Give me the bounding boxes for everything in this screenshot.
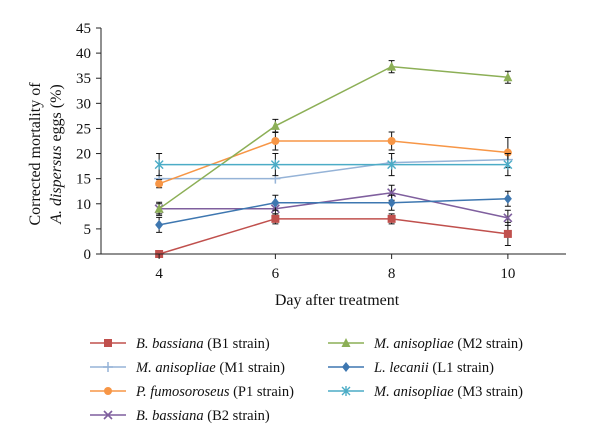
- y-tick-label: 35: [76, 71, 91, 87]
- x-tick-label: 10: [500, 266, 515, 282]
- series-line: [159, 191, 509, 219]
- data-point: [503, 72, 513, 82]
- y-tick-label: 40: [76, 46, 91, 62]
- legend-label: B. bassiana (B1 strain): [136, 336, 270, 352]
- legend: B. bassiana (B1 strain) M. anisopliae (M1…: [90, 336, 523, 424]
- data-point: [387, 197, 396, 208]
- data-point: [271, 214, 280, 223]
- legend-item: M. anisopliae (M2 strain): [328, 336, 523, 352]
- legend-item: B. bassiana (B1 strain): [90, 336, 270, 352]
- data-point: [155, 179, 164, 188]
- y-axis-title-suffix: eggs (%): [48, 84, 65, 145]
- legend-label-species: L. lecanii: [373, 360, 429, 376]
- series: [155, 213, 512, 258]
- data-point: [503, 193, 512, 204]
- legend-item: M. anisopliae (M3 strain): [328, 384, 523, 400]
- axes: 0 5 10 15 20 25 30 35 40 45 4 6 8 10: [76, 21, 566, 282]
- legend-label-strain: (M1 strain): [216, 360, 285, 376]
- y-tick-label: 0: [84, 247, 92, 263]
- plot-area: [154, 60, 513, 258]
- data-point: [503, 213, 513, 223]
- legend-swatch-marker: [342, 362, 350, 372]
- legend-label: L. lecanii (L1 strain): [373, 360, 494, 376]
- data-point: [503, 229, 512, 238]
- y-tick-label: 15: [76, 172, 91, 188]
- data-point: [387, 214, 396, 223]
- legend-swatch-marker: [104, 387, 112, 395]
- legend-label-strain: (L1 strain): [429, 360, 494, 376]
- x-axis-title: Day after treatment: [275, 292, 400, 309]
- y-tick-label: 25: [76, 121, 91, 137]
- y-tick-label: 30: [76, 96, 91, 112]
- data-point: [155, 219, 164, 230]
- legend-label-species: M. anisopliae: [373, 336, 454, 352]
- data-point: [270, 120, 280, 130]
- legend-label-species: P. fumosoroseus: [135, 384, 230, 400]
- legend-label-species: M. anisopliae: [135, 360, 216, 376]
- data-point: [154, 203, 164, 213]
- data-point: [270, 159, 280, 170]
- y-axis-title: Corrected mortality of A. dispersus eggs…: [27, 82, 65, 226]
- data-point: [154, 159, 164, 170]
- y-tick-label: 45: [76, 21, 91, 37]
- legend-item: M. anisopliae (M1 strain): [90, 360, 285, 376]
- series-line: [158, 140, 508, 185]
- series: [154, 60, 513, 216]
- legend-label-strain: (P1 strain): [229, 384, 294, 400]
- y-axis-title-line2: A. dispersus eggs (%): [48, 84, 65, 225]
- legend-label: B. bassiana (B2 strain): [136, 408, 270, 424]
- legend-label: M. anisopliae (M3 strain): [373, 384, 523, 400]
- y-tick-label: 10: [76, 197, 91, 213]
- legend-label-strain: (B2 strain): [204, 408, 270, 424]
- y-tick-label: 20: [76, 147, 91, 163]
- y-axis-title-line1: Corrected mortality of: [27, 82, 44, 226]
- y-tick-label: 5: [84, 222, 92, 238]
- series-line: [158, 198, 508, 226]
- legend-label: M. anisopliae (M2 strain): [373, 336, 523, 352]
- data-point: [271, 137, 280, 145]
- data-point: [387, 137, 396, 145]
- series: [154, 153, 513, 177]
- legend-swatch-marker: [104, 339, 112, 347]
- data-point: [271, 197, 280, 208]
- data-point: [387, 61, 397, 71]
- data-point: [503, 148, 512, 157]
- legend-item: L. lecanii (L1 strain): [328, 360, 494, 376]
- series-line: [158, 65, 508, 210]
- legend-label-strain: (M3 strain): [454, 384, 523, 400]
- legend-label-species: M. anisopliae: [373, 384, 454, 400]
- data-point: [503, 159, 513, 170]
- legend-label-species: B. bassiana: [136, 336, 204, 352]
- legend-item: P. fumosoroseus (P1 strain): [90, 384, 294, 400]
- legend-swatch-marker: [341, 338, 351, 347]
- series: [154, 154, 513, 184]
- legend-item: B. bassiana (B2 strain): [90, 408, 270, 424]
- data-point: [387, 159, 397, 170]
- legend-label-strain: (B1 strain): [204, 336, 270, 352]
- legend-label: P. fumosoroseus (P1 strain): [135, 384, 294, 400]
- legend-label: M. anisopliae (M1 strain): [135, 360, 285, 376]
- legend-label-species: B. bassiana: [136, 408, 204, 424]
- y-axis-title-species: A. dispersus: [48, 146, 65, 225]
- legend-swatch-marker: [103, 362, 113, 372]
- legend-swatch-marker: [103, 410, 113, 420]
- x-tick-label: 6: [272, 266, 280, 282]
- x-tick-label: 4: [155, 266, 163, 282]
- series-line: [159, 158, 508, 180]
- legend-label-strain: (M2 strain): [454, 336, 523, 352]
- series-line: [158, 218, 508, 255]
- series: [155, 190, 512, 233]
- x-tick-label: 8: [388, 266, 396, 282]
- legend-swatch-marker: [341, 386, 351, 396]
